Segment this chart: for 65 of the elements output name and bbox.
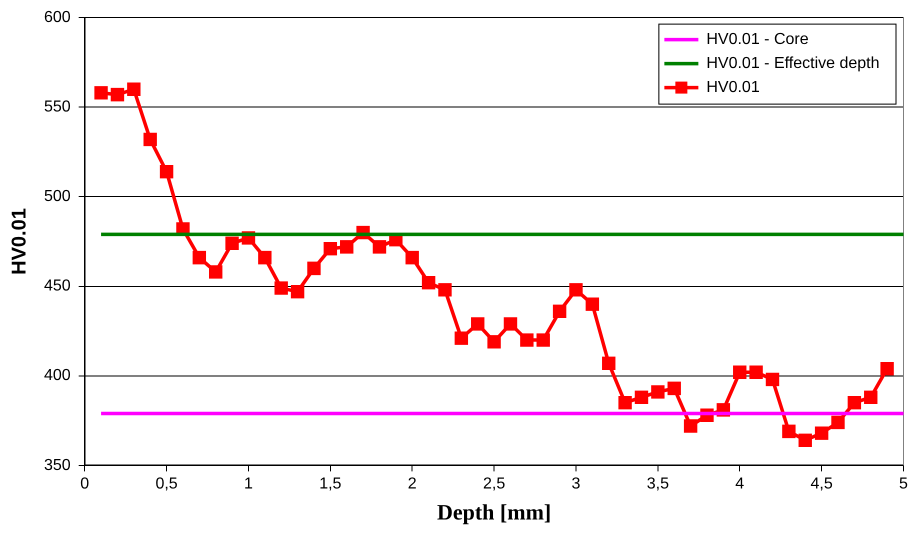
point [406,250,419,264]
point [160,164,174,178]
x-tick-label: 2,5 [482,475,506,492]
point [733,366,746,379]
y-tick-label: 550 [44,98,71,116]
point [848,396,862,410]
x-tick-label: 1,5 [319,475,342,492]
point [880,362,894,376]
point [536,333,550,347]
x-tick-label: 0,5 [155,475,178,492]
legend-label: HV0.01 [706,79,760,96]
point [749,366,763,379]
point [814,426,828,440]
y-tick-label: 450 [44,278,71,295]
point [552,304,566,318]
point [454,332,468,345]
y-tick-label: 400 [44,367,71,384]
y-tick-label: 350 [44,456,71,474]
point [307,262,321,276]
point [618,396,632,410]
x-tick-label: 4,5 [810,475,833,492]
point [831,416,845,430]
point [209,265,222,279]
point [487,335,501,349]
x-tick-label: 2 [408,475,417,492]
point [602,356,616,370]
point [324,242,338,256]
point [258,250,272,264]
x-tick-label: 0 [80,475,90,492]
legend-label: HV0.01 - Effective depth [706,55,880,72]
point [94,86,108,100]
point [520,333,534,347]
point [225,236,239,250]
point [798,434,812,448]
point [372,240,386,254]
point [290,284,304,298]
point [274,281,288,295]
x-tick-label: 3,5 [646,475,670,492]
point [471,317,484,331]
point [668,382,681,396]
point [192,250,206,264]
point [422,276,436,290]
x-tick-label: 1 [244,475,254,492]
point [766,372,780,386]
point [438,283,452,297]
point [110,88,124,102]
legend-label: HV0.01 - Core [706,31,809,48]
point [651,385,665,399]
x-tick-label: 4 [735,475,744,492]
point [684,419,698,433]
point [144,132,157,146]
x-tick-label: 5 [899,475,908,492]
y-tick-label: 500 [44,188,71,206]
point [782,424,796,438]
point [864,390,878,404]
point [634,390,648,404]
x-tick-label: 3 [572,475,581,492]
point [127,82,141,96]
point [586,297,600,311]
x-axis-title: Depth [mm] [436,499,552,524]
y-axis-title: HV0.01 [8,208,31,275]
point [569,283,583,297]
point [340,240,354,254]
point [504,317,518,331]
y-tick-label: 600 [44,9,71,26]
